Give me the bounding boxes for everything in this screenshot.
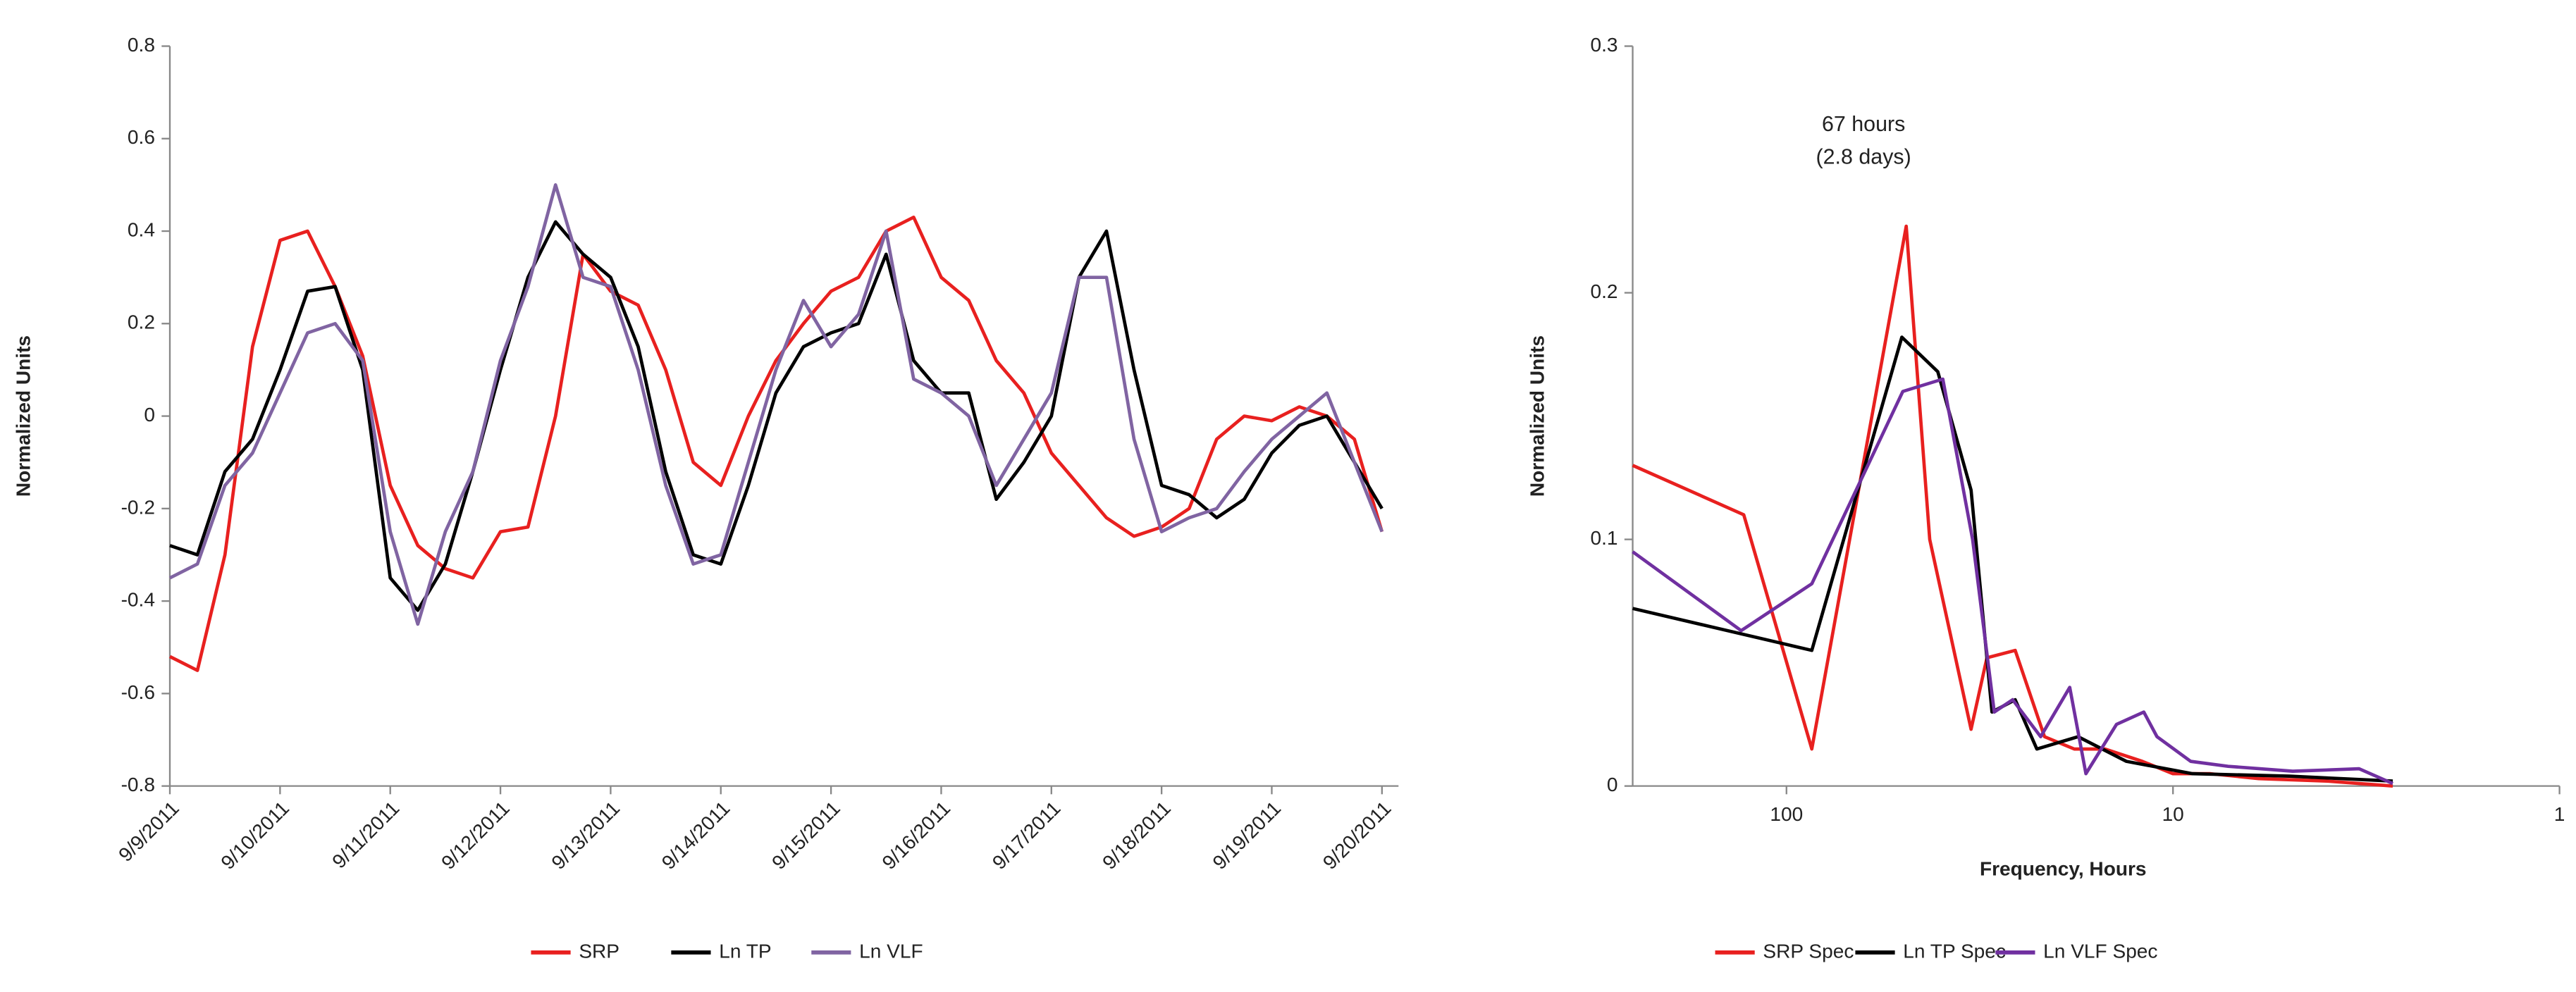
- x-tick-label: 9/13/2011: [547, 797, 624, 874]
- y-tick-label: -0.4: [121, 589, 155, 611]
- y-tick-label: 0.1: [1590, 527, 1617, 549]
- y-tick-label: 0.2: [1590, 280, 1617, 302]
- legend-label: SRP: [579, 940, 620, 962]
- y-tick-label: -0.6: [121, 681, 155, 703]
- x-tick-label: 9/14/2011: [658, 797, 734, 874]
- x-tick-label: 9/9/2011: [114, 797, 183, 866]
- legend-label: SRP Spec: [1763, 940, 1854, 962]
- x-tick-label: 9/10/2011: [216, 797, 293, 874]
- annotation: (2.8 days): [1816, 145, 1911, 169]
- y-tick-label: 0: [144, 404, 155, 426]
- x-tick-label: 9/19/2011: [1209, 797, 1286, 874]
- y-tick-label: 0: [1607, 774, 1618, 795]
- x-tick-label: 9/12/2011: [437, 797, 514, 874]
- x-tick-label: 1: [2554, 803, 2565, 825]
- x-tick-label: 9/11/2011: [328, 797, 403, 872]
- legend-label: Ln TP: [719, 940, 771, 962]
- x-tick-label: 9/15/2011: [768, 797, 844, 874]
- x-tick-label: 9/20/2011: [1319, 797, 1395, 874]
- annotation: 67 hours: [1822, 112, 1905, 136]
- y-axis-title: Normalized Units: [1527, 335, 1548, 497]
- y-tick-label: 0.2: [128, 311, 155, 333]
- y-tick-label: 0.6: [128, 126, 155, 148]
- series-line: [168, 183, 1384, 626]
- y-tick-label: -0.8: [121, 774, 155, 795]
- legend-label: Ln VLF Spec: [2043, 940, 2157, 962]
- x-tick-label: 10: [2162, 803, 2184, 825]
- y-tick-label: 0.3: [1590, 34, 1617, 56]
- y-tick-label: -0.2: [121, 496, 155, 518]
- legend-label: Ln TP Spec: [1903, 940, 2006, 962]
- series-line: [1632, 377, 2393, 786]
- series-line: [169, 220, 1383, 612]
- x-tick-label: 9/18/2011: [1098, 797, 1175, 874]
- y-tick-label: 0.4: [128, 218, 155, 240]
- x-tick-label: 9/17/2011: [988, 797, 1065, 874]
- legend-label: Ln VLF: [859, 940, 923, 962]
- x-tick-label: 9/16/2011: [878, 797, 955, 874]
- y-tick-label: 0.8: [128, 34, 155, 56]
- x-axis-title: Frequency, Hours: [1980, 857, 2147, 879]
- series-line: [1632, 335, 2393, 783]
- series-line: [168, 215, 1384, 672]
- x-tick-label: 100: [1770, 803, 1803, 825]
- y-axis-title: Normalized Units: [13, 335, 35, 497]
